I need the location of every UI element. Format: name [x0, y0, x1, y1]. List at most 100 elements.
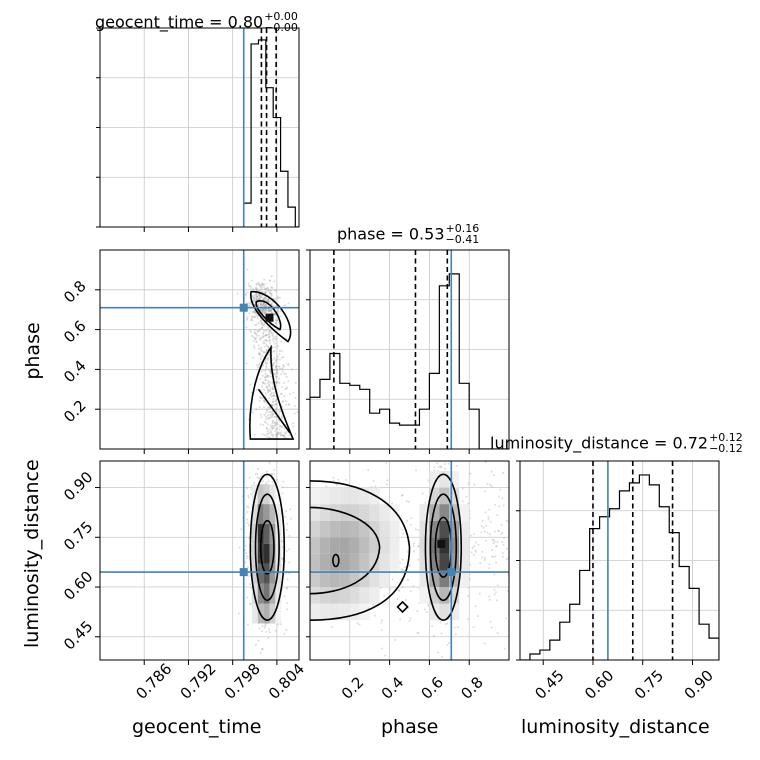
scatter-point	[476, 615, 479, 618]
scatter-point	[274, 400, 277, 403]
scatter-point	[405, 519, 408, 522]
xtick-label-geocent_time: 0.786	[132, 660, 175, 703]
scatter-point	[270, 292, 273, 295]
scatter-point	[281, 434, 284, 437]
scatter-point	[350, 444, 352, 446]
scatter-point	[259, 283, 262, 286]
scatter-point	[288, 561, 291, 564]
scatter-point	[281, 400, 284, 403]
scatter-point	[259, 338, 262, 341]
scatter-point	[274, 305, 277, 308]
density-cell	[269, 504, 276, 525]
scatter-point	[253, 315, 256, 318]
density-cell	[359, 537, 370, 554]
scatter-point	[397, 589, 400, 592]
scatter-point	[252, 297, 255, 300]
scatter-point	[255, 408, 258, 411]
scatter-point	[261, 311, 264, 314]
scatter-point	[255, 295, 258, 298]
scatter-point	[474, 541, 477, 544]
density-cell	[349, 537, 360, 554]
scatter-point	[282, 434, 285, 437]
scatter-point	[437, 651, 440, 654]
scatter-point	[246, 487, 249, 490]
scatter-point	[496, 584, 499, 587]
density-cell	[369, 520, 380, 538]
scatter-point	[269, 279, 272, 282]
density-cell	[429, 537, 440, 554]
scatter-point	[272, 435, 275, 438]
scatter-point	[254, 332, 257, 335]
scatter-point	[251, 316, 254, 319]
scatter-point	[259, 304, 262, 307]
scatter-point	[273, 349, 276, 352]
scatter-point	[254, 643, 257, 646]
scatter-point	[263, 296, 266, 299]
scatter-point	[471, 547, 474, 550]
scatter-point	[264, 309, 267, 312]
scatter-point	[479, 562, 482, 565]
scatter-point	[281, 370, 284, 373]
scatter-point	[277, 297, 280, 300]
scatter-point	[260, 323, 263, 326]
scatter-point	[483, 530, 486, 533]
scatter-point	[263, 420, 266, 423]
scatter-point	[265, 385, 268, 388]
scatter-point	[272, 385, 275, 388]
scatter-point	[255, 340, 258, 343]
scatter-point	[274, 298, 277, 301]
scatter-point	[262, 368, 265, 371]
scatter-point	[261, 326, 264, 329]
scatter-point	[260, 284, 263, 287]
scatter-point	[284, 433, 287, 436]
density-cell	[319, 587, 330, 604]
scatter-point	[252, 311, 255, 314]
scatter-point	[490, 485, 493, 488]
density-cell	[251, 563, 258, 584]
scatter-point	[264, 330, 267, 333]
scatter-point	[257, 281, 260, 284]
scatter-point	[269, 344, 272, 347]
density-cell	[459, 520, 470, 538]
scatter-point	[401, 494, 404, 497]
scatter-point	[268, 329, 271, 332]
scatter-point	[272, 412, 275, 415]
scatter-point	[262, 342, 265, 345]
scatter-point	[374, 485, 377, 488]
scatter-point	[257, 352, 260, 355]
scatter-point	[258, 351, 261, 354]
scatter-point	[461, 487, 464, 490]
scatter-point	[263, 376, 266, 379]
scatter-point	[255, 298, 258, 301]
scatter-point	[268, 396, 271, 399]
scatter-point	[480, 524, 483, 527]
scatter-point	[267, 310, 270, 313]
scatter-point	[274, 395, 277, 398]
scatter-point	[263, 399, 266, 402]
title-geocent-time-sup: +0.00	[264, 10, 298, 23]
density-cell	[449, 603, 460, 621]
scatter-point	[244, 561, 247, 564]
density-cell	[275, 563, 282, 584]
scatter-point	[265, 366, 268, 369]
scatter-point	[505, 547, 508, 550]
scatter-point	[283, 595, 286, 598]
scatter-point	[454, 444, 456, 446]
density-cell	[359, 587, 370, 604]
scatter-point	[267, 309, 270, 312]
scatter-point	[386, 479, 389, 482]
scatter-point	[282, 365, 285, 368]
scatter-point	[257, 344, 260, 347]
scatter-point	[412, 545, 415, 548]
scatter-point	[259, 378, 262, 381]
scatter-point	[253, 433, 256, 436]
scatter-point	[256, 316, 259, 319]
scatter-point	[409, 589, 412, 592]
scatter-point	[278, 296, 281, 299]
scatter-point	[256, 295, 259, 298]
scatter-point	[259, 308, 262, 311]
scatter-point	[330, 626, 333, 629]
scatter-point	[270, 450, 272, 452]
scatter-point	[266, 300, 269, 303]
scatter-point	[257, 297, 260, 300]
